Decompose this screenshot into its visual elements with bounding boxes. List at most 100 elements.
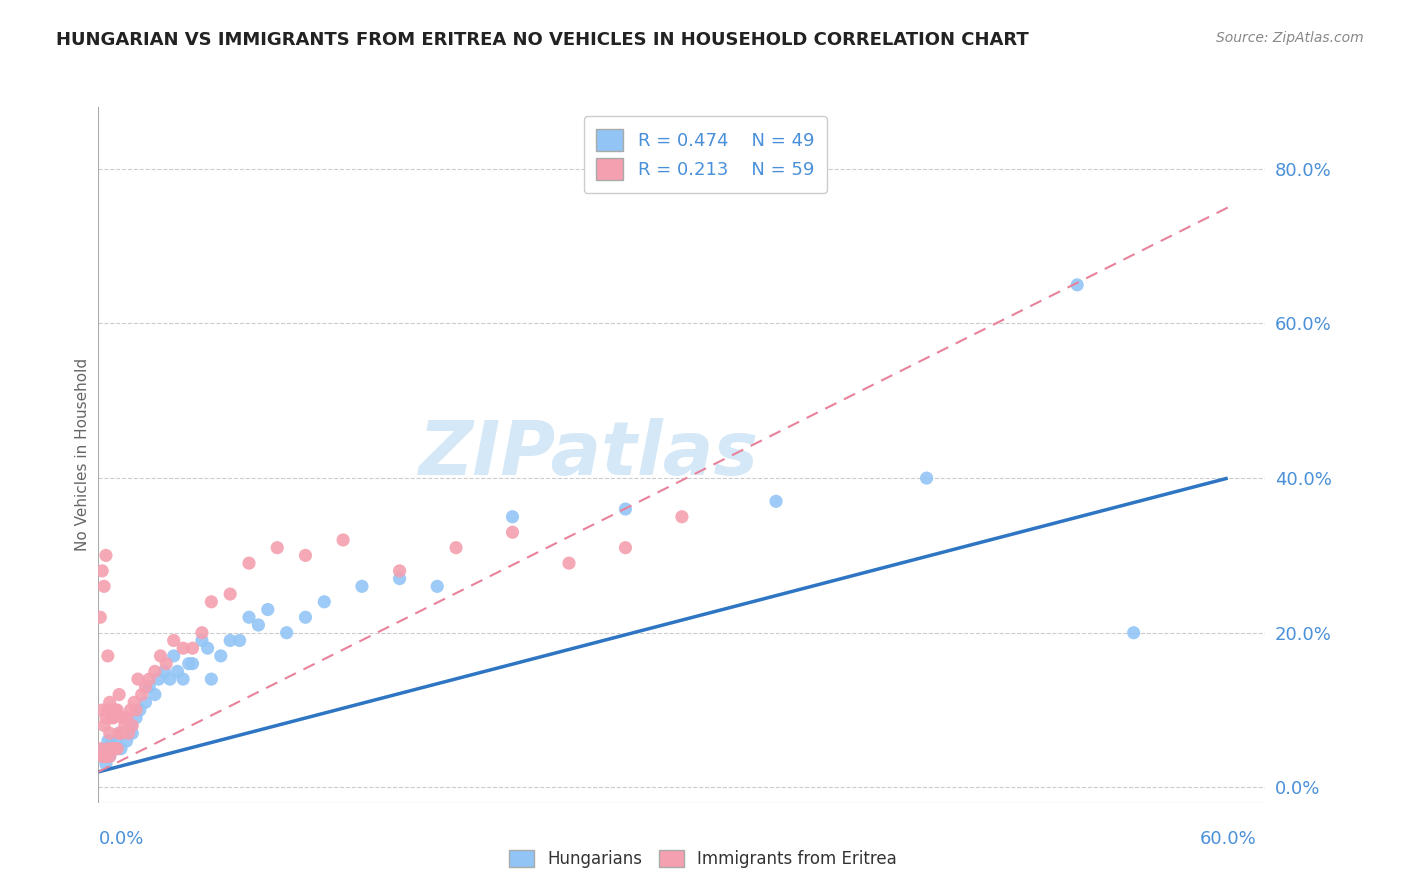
Point [93, 749, 115, 764]
Point [105, 741, 128, 756]
Point [108, 726, 131, 740]
Point [111, 726, 134, 740]
Text: 60.0%: 60.0% [1199, 830, 1256, 847]
Text: Source: ZipAtlas.com: Source: ZipAtlas.com [1216, 31, 1364, 45]
Point [163, 648, 186, 663]
Point [350, 579, 373, 593]
Point [120, 718, 142, 732]
Point [558, 556, 581, 570]
Point [100, 711, 122, 725]
Point [120, 703, 142, 717]
Point [94, 757, 117, 772]
Point [247, 618, 270, 632]
Point [219, 633, 242, 648]
Point [115, 711, 138, 725]
Point [143, 688, 166, 702]
Point [614, 502, 637, 516]
Point [294, 610, 316, 624]
Point [98, 749, 121, 764]
Point [103, 741, 125, 756]
Point [91, 749, 114, 764]
Point [502, 509, 524, 524]
Point [294, 549, 316, 563]
Point [94, 549, 117, 563]
Point [125, 711, 148, 725]
Point [104, 703, 127, 717]
Point [134, 680, 156, 694]
Point [100, 734, 122, 748]
Point [388, 564, 411, 578]
Point [163, 633, 186, 648]
Point [94, 711, 117, 725]
Point [276, 625, 298, 640]
Point [332, 533, 354, 547]
Point [256, 602, 278, 616]
Point [143, 665, 166, 679]
Point [671, 509, 693, 524]
Point [172, 641, 194, 656]
Point [121, 718, 143, 732]
Point [91, 703, 114, 717]
Point [181, 657, 204, 671]
Text: ZIPatlas: ZIPatlas [419, 418, 759, 491]
Point [426, 579, 449, 593]
Point [200, 672, 222, 686]
Point [91, 749, 114, 764]
Point [209, 648, 232, 663]
Point [128, 703, 150, 717]
Point [197, 641, 219, 656]
Point [110, 726, 132, 740]
Point [138, 672, 160, 686]
Point [177, 657, 200, 671]
Point [105, 703, 128, 717]
Point [1122, 625, 1144, 640]
Point [108, 688, 131, 702]
Point [444, 541, 467, 555]
Point [89, 741, 111, 756]
Point [502, 525, 524, 540]
Point [138, 680, 160, 694]
Point [915, 471, 938, 485]
Point [238, 556, 260, 570]
Point [103, 711, 125, 725]
Point [228, 633, 250, 648]
Point [149, 648, 172, 663]
Point [97, 741, 120, 756]
Point [114, 718, 136, 732]
Point [155, 657, 177, 671]
Point [103, 741, 125, 756]
Point [200, 595, 222, 609]
Point [121, 726, 143, 740]
Point [191, 625, 214, 640]
Point [97, 648, 120, 663]
Point [614, 541, 637, 555]
Point [159, 672, 181, 686]
Point [115, 734, 138, 748]
Point [93, 718, 115, 732]
Text: 0.0%: 0.0% [98, 830, 143, 847]
Point [134, 695, 156, 709]
Point [266, 541, 288, 555]
Point [97, 703, 120, 717]
Legend: R = 0.474    N = 49, R = 0.213    N = 59: R = 0.474 N = 49, R = 0.213 N = 59 [583, 116, 827, 193]
Point [172, 672, 194, 686]
Point [166, 665, 188, 679]
Point [219, 587, 242, 601]
Point [191, 633, 214, 648]
Point [91, 564, 114, 578]
Point [238, 610, 260, 624]
Point [117, 726, 139, 740]
Point [127, 672, 149, 686]
Point [111, 711, 134, 725]
Point [104, 741, 127, 756]
Point [125, 703, 148, 717]
Point [94, 749, 117, 764]
Point [98, 726, 121, 740]
Point [98, 749, 121, 764]
Text: HUNGARIAN VS IMMIGRANTS FROM ERITREA NO VEHICLES IN HOUSEHOLD CORRELATION CHART: HUNGARIAN VS IMMIGRANTS FROM ERITREA NO … [56, 31, 1029, 49]
Point [104, 734, 127, 748]
Point [93, 741, 115, 756]
Point [153, 665, 176, 679]
Point [388, 572, 411, 586]
Point [181, 641, 204, 656]
